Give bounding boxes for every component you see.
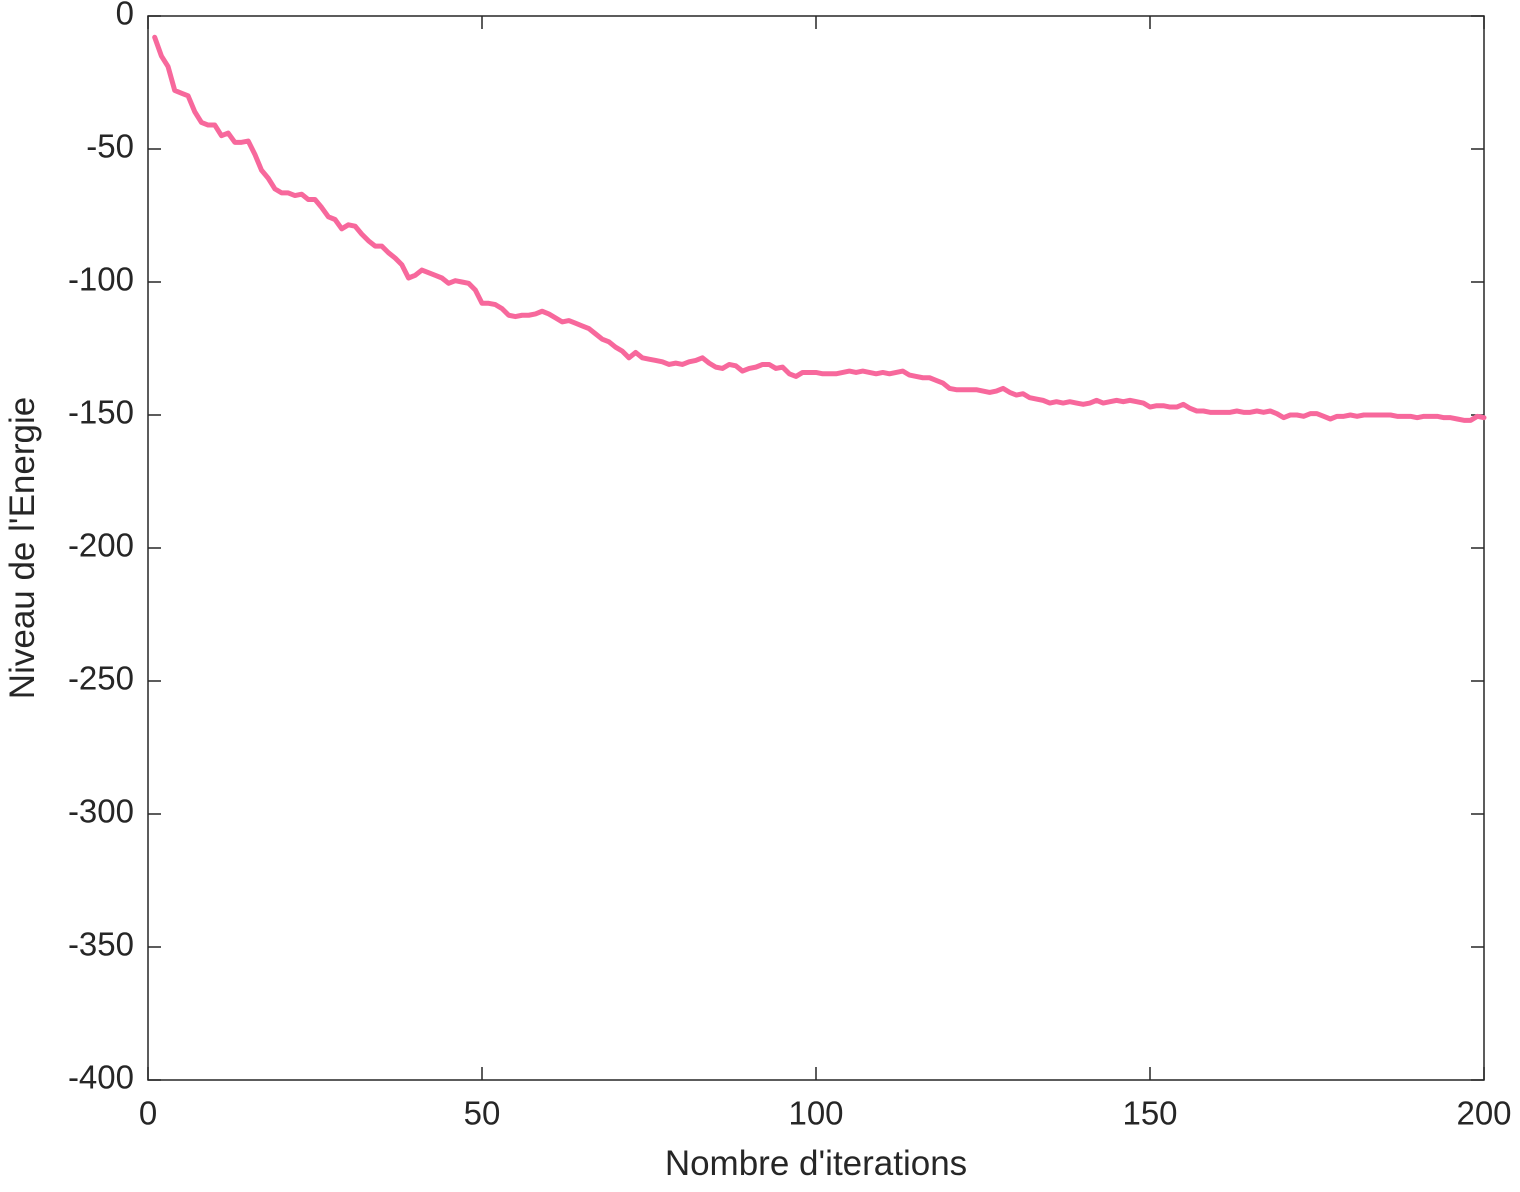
x-tick-label: 100 [788,1095,843,1132]
y-tick-label: -300 [68,793,134,830]
y-axis-title: Niveau de l'Energie [3,397,42,699]
y-tick-label: -350 [68,926,134,963]
x-tick-label: 0 [139,1095,157,1132]
y-tick-label: -250 [68,660,134,697]
data-line [152,34,1487,423]
y-tick-label: -200 [68,527,134,564]
y-tick-label: -150 [68,394,134,431]
y-tick-label: -400 [68,1059,134,1096]
y-tick-label: -50 [86,128,134,165]
x-tick-label: 200 [1456,1095,1511,1132]
plot-frame [147,15,1485,1081]
y-tick-label: -100 [68,261,134,298]
x-axis-title: Nombre d'iterations [665,1144,967,1183]
y-tick-label: 0 [116,0,134,32]
x-tick-label: 150 [1122,1095,1177,1132]
x-tick-label: 50 [464,1095,501,1132]
